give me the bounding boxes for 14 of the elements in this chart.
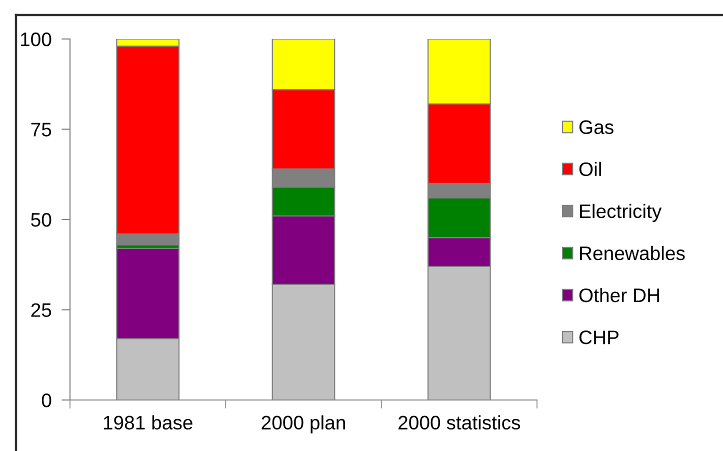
legend-label: CHP bbox=[579, 330, 618, 344]
legend-label: Oil bbox=[579, 162, 601, 176]
y-tick-label: 0 bbox=[42, 393, 52, 408]
y-tick-label: 25 bbox=[31, 303, 52, 317]
legend-label: Gas bbox=[579, 120, 614, 134]
y-tick-label: 50 bbox=[31, 212, 52, 227]
x-tick-label: 2000 statistics bbox=[398, 415, 520, 430]
x-tick-label: 1981 base bbox=[104, 415, 192, 430]
legend-label: Electricity bbox=[580, 204, 662, 222]
y-tick-label: 100 bbox=[20, 32, 52, 46]
x-tick-label: 2000 plan bbox=[262, 415, 345, 434]
legend-label: Renewables bbox=[580, 246, 685, 260]
legend-label: Other DH bbox=[579, 288, 659, 302]
y-tick-label: 75 bbox=[31, 122, 52, 136]
